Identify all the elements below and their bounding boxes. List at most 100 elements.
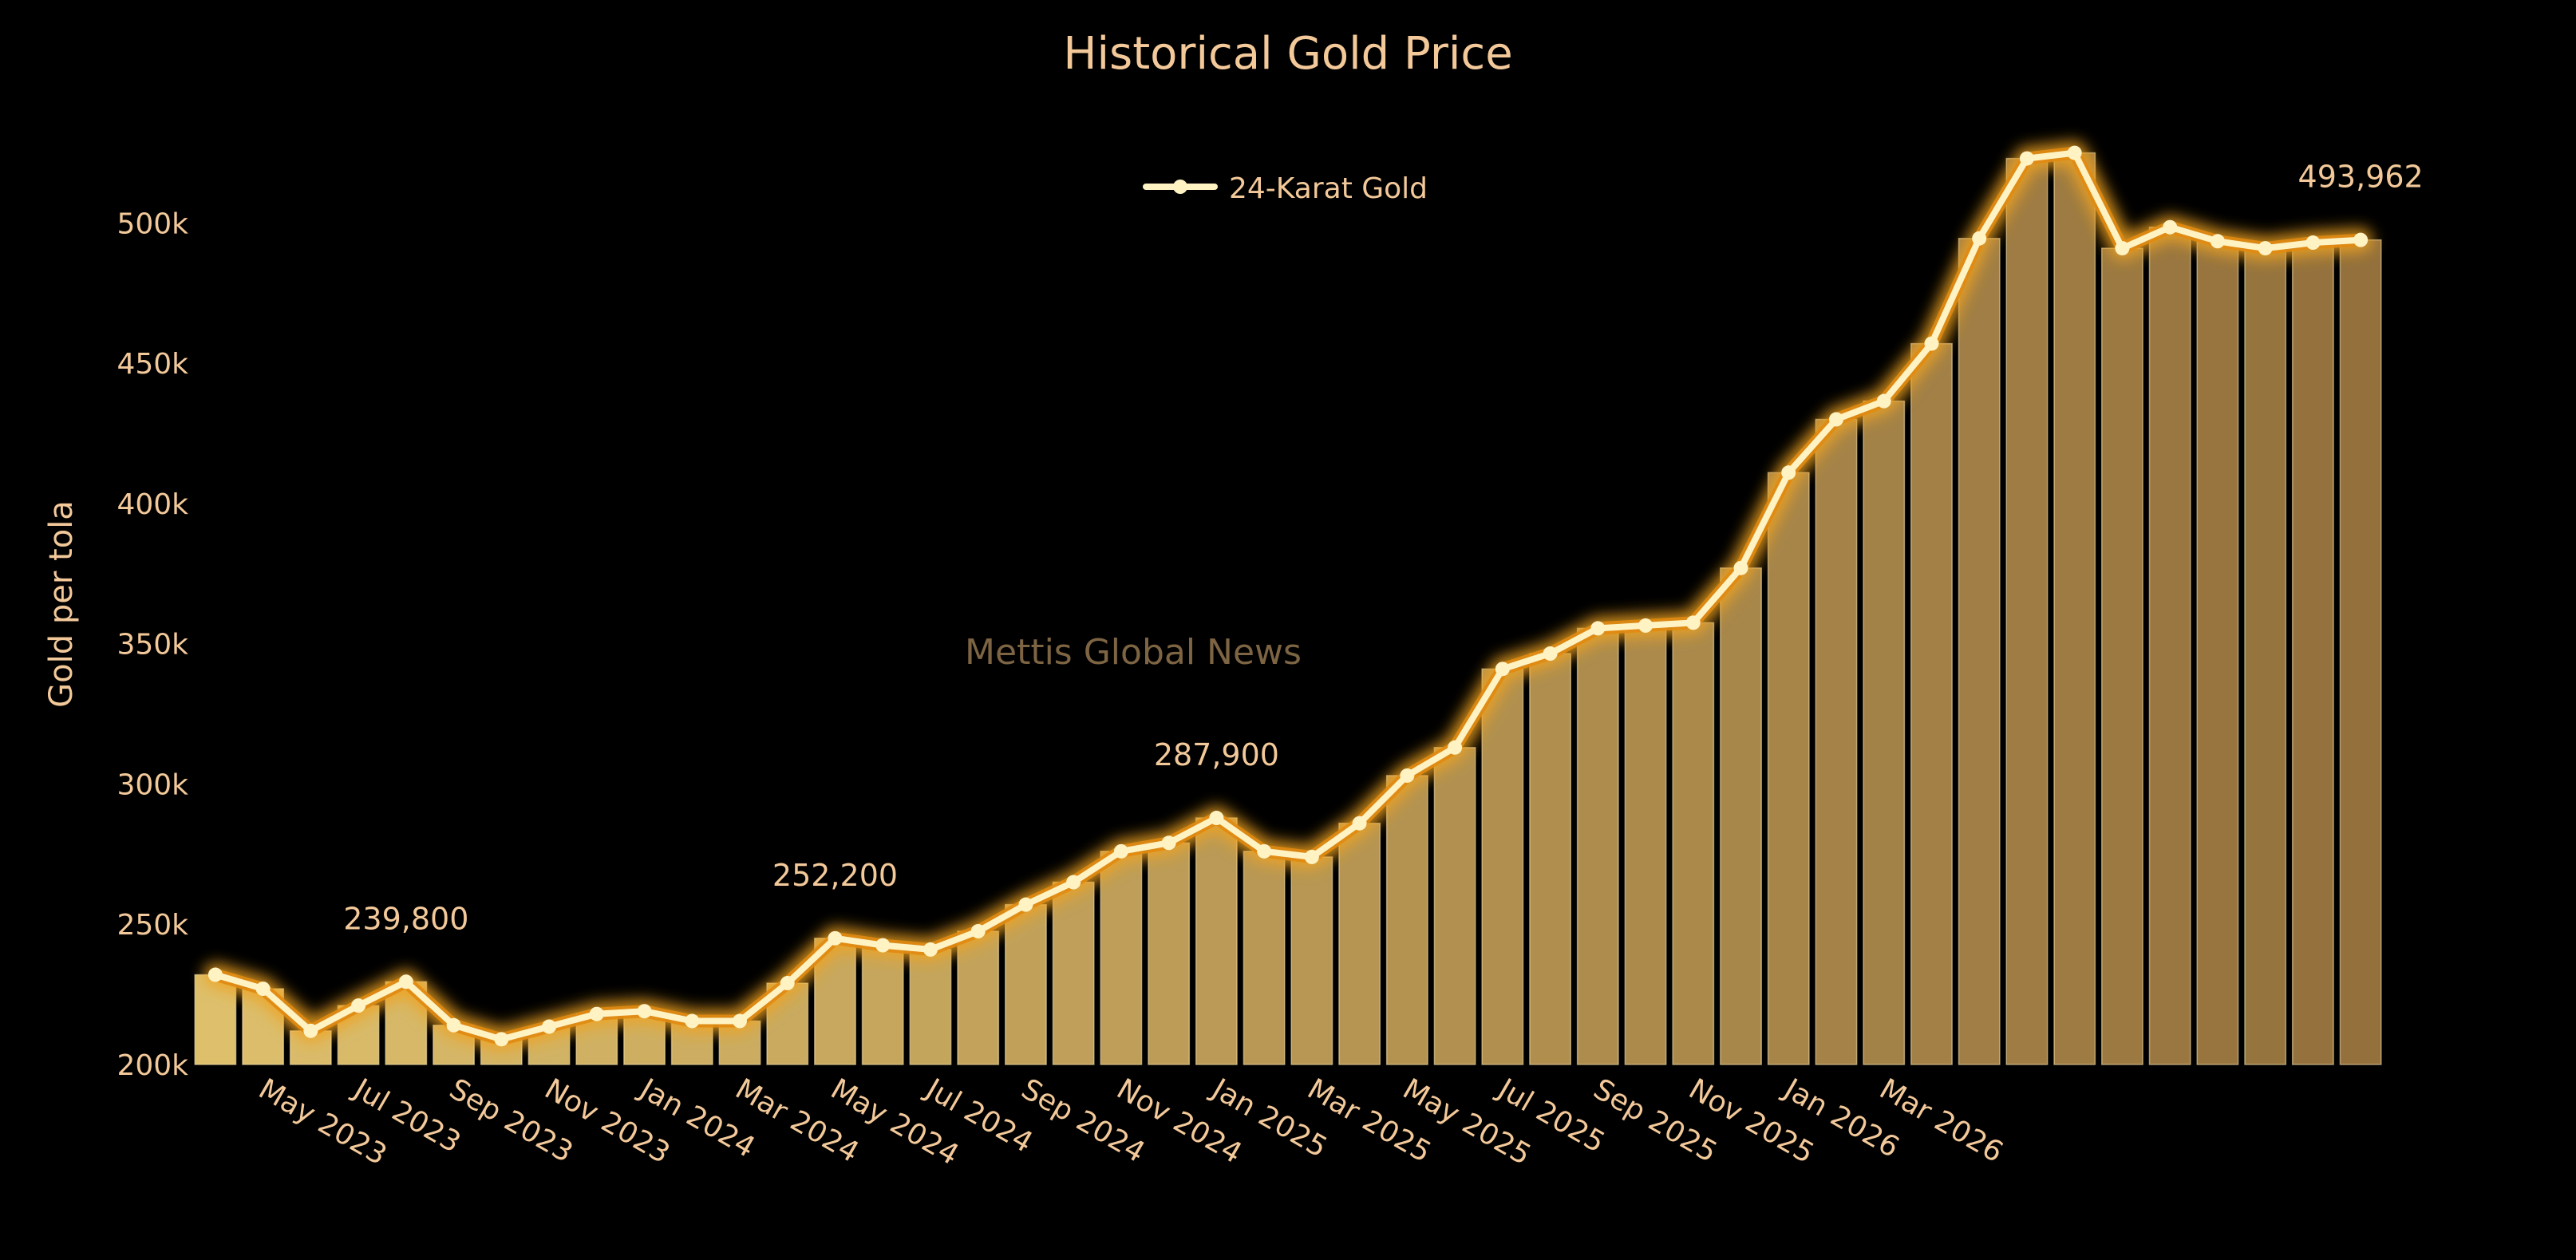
price-bar <box>1672 622 1715 1065</box>
series-point <box>2353 232 2369 247</box>
price-bar <box>1958 238 2001 1065</box>
bars-layer <box>194 152 2382 1065</box>
y-axis-label: Gold per tola <box>43 500 80 708</box>
series-point <box>1161 835 1176 851</box>
price-bar <box>1767 472 1810 1065</box>
price-bar <box>957 930 1000 1065</box>
legend: 24-Karat Gold <box>1143 172 1428 205</box>
series-point <box>1972 231 1987 246</box>
price-bar <box>1720 567 1762 1065</box>
series-point <box>1590 621 1606 636</box>
series-point <box>2305 235 2321 251</box>
legend-label: 24-Karat Gold <box>1229 172 1428 205</box>
series-point <box>733 1013 747 1029</box>
series-point <box>494 1032 509 1047</box>
series-point <box>303 1023 318 1038</box>
series-point <box>1829 412 1843 427</box>
price-bar <box>1433 747 1476 1065</box>
series-point <box>351 998 366 1013</box>
price-bar <box>2100 247 2143 1065</box>
line-layer <box>203 140 2373 1052</box>
price-bar <box>1004 903 1047 1065</box>
series-point <box>1257 843 1272 859</box>
series-point <box>207 967 223 982</box>
series-point <box>2210 234 2225 249</box>
series-point <box>2258 241 2273 256</box>
y-axis: 200k 250k 300k 350k 400k 450k 500k <box>117 207 188 1082</box>
price-bar <box>1815 418 1858 1065</box>
y-tick-label: 250k <box>117 909 188 942</box>
legend-marker <box>1173 180 1187 194</box>
price-bar <box>1576 627 1619 1065</box>
series-point <box>2163 219 2178 235</box>
price-bar <box>1385 775 1428 1065</box>
price-bar <box>2339 239 2382 1065</box>
series-point <box>1781 465 1796 480</box>
price-bar <box>1529 653 1572 1065</box>
series-point <box>875 938 891 953</box>
series-point <box>589 1006 604 1021</box>
series-point <box>637 1004 652 1019</box>
series-point <box>398 974 413 989</box>
series-point <box>2019 151 2034 166</box>
series-line <box>211 149 2365 1043</box>
series-point <box>1352 816 1367 831</box>
price-bar <box>1052 881 1095 1065</box>
series-point <box>1495 662 1510 677</box>
x-tick-label: Mar 2026 <box>1874 1072 2009 1169</box>
price-bar <box>1624 625 1667 1065</box>
y-tick-label: 350k <box>117 629 188 662</box>
series-point <box>255 982 271 997</box>
series-point <box>1304 849 1319 864</box>
price-bar <box>2244 247 2287 1065</box>
series-point <box>1543 646 1558 662</box>
series-point <box>1924 336 1939 351</box>
price-bar <box>1481 668 1524 1065</box>
series-point <box>1018 897 1033 912</box>
y-tick-label: 500k <box>117 207 188 240</box>
series-point <box>970 924 986 939</box>
price-bar <box>2291 242 2334 1065</box>
y-tick-label: 450k <box>117 348 188 381</box>
series-point <box>1448 740 1463 755</box>
series-point <box>1209 811 1224 826</box>
series-point <box>1638 618 1653 633</box>
price-bar <box>1290 856 1333 1065</box>
series-point <box>685 1013 700 1029</box>
series-point <box>2115 241 2130 256</box>
price-bar <box>2053 152 2096 1065</box>
y-tick-label: 200k <box>117 1049 188 1082</box>
series-point <box>1400 768 1415 783</box>
price-bar <box>1100 851 1143 1065</box>
series-point <box>2067 145 2082 160</box>
price-bar <box>909 949 952 1065</box>
value-annotation: 252,200 <box>772 858 898 893</box>
price-bar <box>2148 226 2191 1065</box>
series-point <box>923 942 938 957</box>
series-point <box>1876 393 1891 409</box>
annotations-layer: 239,800 252,200 287,900 493,962 <box>343 160 2423 937</box>
value-annotation: 239,800 <box>343 901 468 936</box>
price-bar <box>1195 817 1238 1065</box>
watermark-text: Mettis Global News <box>965 632 1302 673</box>
price-bar <box>2005 157 2049 1065</box>
price-bar <box>1863 400 1906 1065</box>
series-point <box>1066 875 1081 890</box>
series-point <box>1685 615 1701 630</box>
price-bar <box>1338 822 1381 1065</box>
chart-title: Historical Gold Price <box>1063 28 1512 80</box>
value-annotation: 493,962 <box>2298 160 2424 195</box>
series-point <box>1733 560 1748 575</box>
series-point <box>780 976 795 991</box>
y-tick-label: 400k <box>117 488 188 521</box>
series-point <box>446 1017 461 1033</box>
price-bar <box>1910 342 1953 1065</box>
price-bar <box>1243 851 1286 1065</box>
series-point <box>1113 843 1128 859</box>
y-tick-label: 300k <box>117 768 188 801</box>
price-bar <box>2196 240 2239 1065</box>
price-bar <box>1148 842 1191 1065</box>
